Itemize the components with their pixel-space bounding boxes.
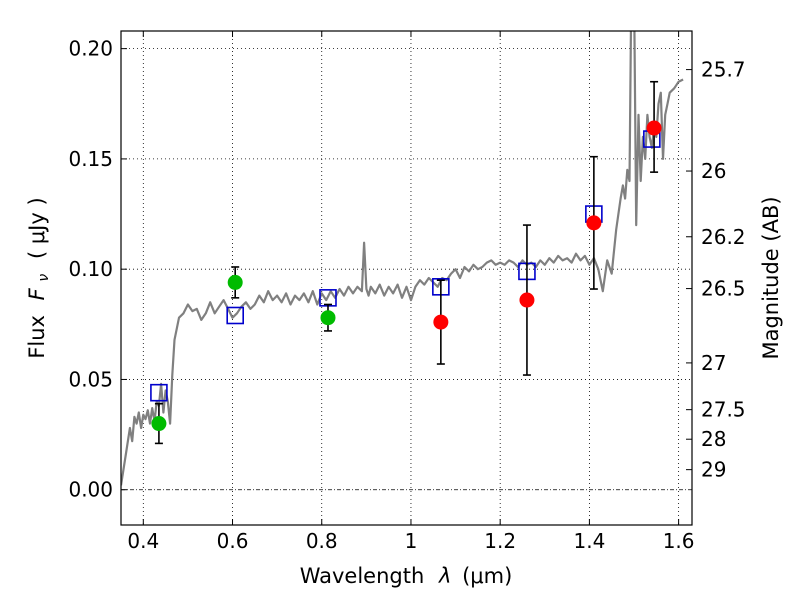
y-axis-label-unit: ( μJy ) (25, 197, 49, 259)
x-tick-label: 0.8 (306, 529, 338, 553)
y-axis-label: Flux F ν ( μJy ) (25, 197, 53, 358)
x-axis-label-prefix: Wavelength (300, 564, 425, 588)
x-axis-label-symbol: λ (438, 564, 451, 588)
photometry-point (519, 292, 535, 308)
photometry-layer (150, 80, 662, 445)
y2-axis-label: Magnitude (AB) (759, 196, 783, 359)
magnitude-tick-labels: 25.7 26 26.2 26.5 27 27.5 28 29 (701, 58, 746, 482)
y-axis-label-subscript: ν (36, 274, 52, 282)
y-tick-label: 0.20 (68, 37, 113, 61)
x-tick-label: 0.6 (217, 529, 249, 553)
model-band-square (150, 383, 168, 402)
grid-lines (121, 31, 692, 525)
magnitude-tick-label: 26.5 (701, 277, 746, 301)
photometry-point (320, 310, 336, 326)
x-axis-label: Wavelength λ (μm) (300, 564, 513, 588)
photometry-point (433, 314, 449, 330)
y-tick-label: 0.00 (68, 478, 113, 502)
x-tick-label: 1.2 (484, 529, 516, 553)
x-tick-labels: 0.4 0.6 0.8 1 1.2 1.4 1.6 (127, 529, 694, 553)
y-axis-label-symbol: F (25, 287, 49, 300)
x-tick-label: 1.6 (663, 529, 695, 553)
photometry-point (586, 215, 602, 231)
x-axis-label-unit: (μm) (462, 564, 512, 588)
magnitude-tick-label: 26 (701, 159, 726, 183)
photometry-point (227, 274, 243, 290)
photometry-point (646, 120, 662, 136)
model-band-square (226, 306, 244, 325)
magnitude-tick-label: 27 (701, 351, 726, 375)
y-tick-labels: 0.00 0.05 0.10 0.15 0.20 (68, 37, 113, 502)
y-tick-label: 0.05 (68, 367, 113, 391)
model-sed-layer (121, 31, 684, 486)
magnitude-tick-label: 26.2 (701, 225, 746, 249)
magnitude-tick-label: 29 (701, 458, 726, 482)
magnitude-tick-label: 25.7 (701, 58, 746, 82)
axis-ticks (121, 31, 692, 525)
x-tick-label: 1.4 (573, 529, 605, 553)
magnitude-tick-label: 28 (701, 427, 726, 451)
y-tick-label: 0.15 (68, 147, 113, 171)
y-axis-label-prefix: Flux (25, 315, 49, 359)
x-tick-label: 0.4 (127, 529, 159, 553)
photometry-point (151, 416, 167, 432)
model-sed-line (121, 31, 684, 486)
y-tick-label: 0.10 (68, 257, 113, 281)
magnitude-tick-label: 27.5 (701, 398, 746, 422)
plot-frame (120, 30, 693, 526)
x-tick-label: 1 (405, 529, 418, 553)
